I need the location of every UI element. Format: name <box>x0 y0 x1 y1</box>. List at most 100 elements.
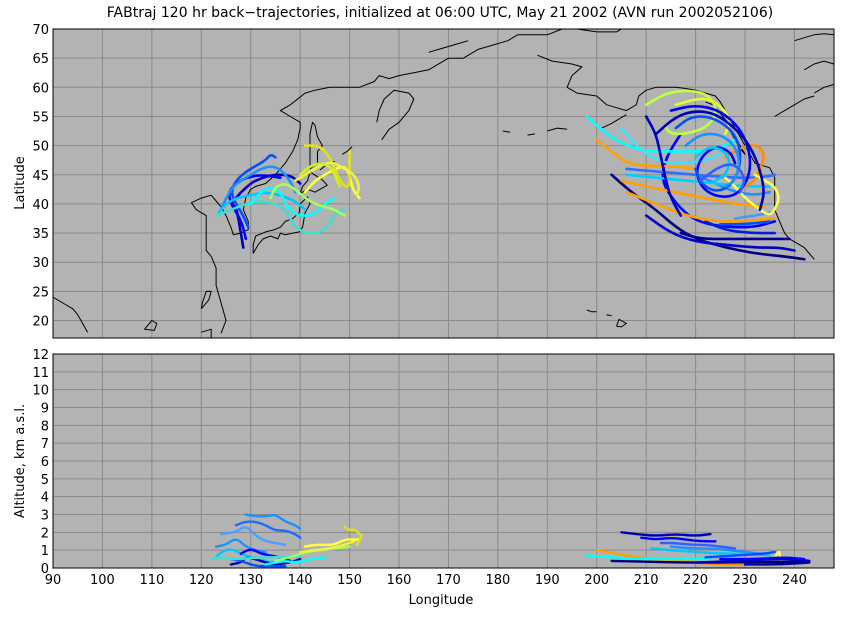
altitude-y-tick-label: 2 <box>41 526 49 541</box>
coastline <box>428 40 469 53</box>
map-trajectory-line <box>719 220 771 226</box>
map-trajectory-line <box>625 190 776 223</box>
altitude-axes-frame <box>52 353 835 569</box>
coastline <box>341 146 353 155</box>
coastline <box>299 171 328 194</box>
longitude-tick-label: 240 <box>782 573 807 588</box>
longitude-tick-label: 120 <box>189 573 214 588</box>
map-trajectory-line <box>724 173 780 216</box>
map-trajectory-line <box>694 146 731 182</box>
map-trajectory-line <box>684 132 741 188</box>
map-trajectory-line <box>269 183 346 217</box>
map-trajectories <box>214 89 806 261</box>
coastline <box>252 196 311 254</box>
longitude-tick-label: 220 <box>683 573 708 588</box>
map-trajectory-line <box>217 191 307 214</box>
coastline <box>813 83 834 94</box>
longitude-tick-labels: 90 100 110 120 130 140 150 160 170 180 190 200 210 22… <box>45 573 807 588</box>
altitude-y-tick-label: 1 <box>41 544 49 559</box>
coastline <box>547 127 568 132</box>
longitude-tick-label: 200 <box>584 573 609 588</box>
longitude-tick-label: 140 <box>288 573 313 588</box>
altitude-trajectory-line <box>620 531 712 537</box>
map-y-tick-label: 40 <box>32 198 49 213</box>
longitude-tick-label: 230 <box>733 573 758 588</box>
map-trajectory-line <box>733 211 771 220</box>
altitude-y-tick-label: 9 <box>41 402 49 417</box>
map-trajectory-line <box>699 163 746 194</box>
map-trajectory-line <box>610 173 806 261</box>
altitude-axis-label: Altitude, km a.s.l. <box>13 404 28 518</box>
altitude-y-tick-label: 7 <box>41 437 49 452</box>
longitude-tick-label: 90 <box>45 573 62 588</box>
map-trajectory-line <box>293 161 360 197</box>
altitude-trajectory-line <box>743 561 811 566</box>
map-y-tick-label: 30 <box>32 256 49 271</box>
altitude-trajectory-line <box>234 520 302 539</box>
altitude-y-tick-label: 11 <box>32 366 49 381</box>
coastline <box>527 133 535 136</box>
altitude-y-tick-label: 0 <box>41 562 49 577</box>
altitude-y-tick-label: 8 <box>41 419 49 434</box>
map-trajectory-line <box>644 89 717 136</box>
map-trajectory-line <box>620 126 722 165</box>
map-axes-frame <box>52 28 835 339</box>
map-y-tick-label: 65 <box>32 52 49 67</box>
map-trajectory-line <box>644 115 683 217</box>
coastline <box>586 309 597 313</box>
longitude-tick-label: 150 <box>337 573 362 588</box>
altitude-trajectory-line <box>244 513 302 530</box>
map-trajectory-line <box>214 200 346 235</box>
figure-title: FABtraj 120 hr back−trajectories, initia… <box>107 5 773 21</box>
altitude-trajectory-line <box>343 525 363 546</box>
longitude-tick-label: 130 <box>238 573 263 588</box>
map-trajectory-line <box>230 154 277 229</box>
longitude-tick-label: 210 <box>634 573 659 588</box>
altitude-trajectories <box>210 513 811 568</box>
map-trajectory-line <box>595 138 697 171</box>
altitude-trajectory-line <box>219 526 287 546</box>
coastline <box>53 296 89 333</box>
map-trajectory-line <box>219 165 297 211</box>
altitude-trajectory-line <box>649 547 771 557</box>
coastline <box>200 290 212 310</box>
map-trajectory-line <box>669 104 752 198</box>
longitude-tick-label: 110 <box>139 573 164 588</box>
map-trajectory-line <box>661 132 776 229</box>
coastline <box>616 318 627 328</box>
map-y-tick-label: 55 <box>32 110 49 125</box>
map-trajectory-line <box>644 214 796 252</box>
altitude-trajectory-line <box>264 556 327 566</box>
coastline <box>537 54 815 260</box>
map-trajectory-line <box>620 179 767 209</box>
coastline <box>774 95 815 117</box>
altitude-gridlines <box>52 354 834 568</box>
latitude-tick-labels: 20 25 30 35 40 45 50 55 60 65 70 <box>32 23 49 330</box>
longitude-tick-label: 190 <box>535 573 560 588</box>
latitude-axis-label: Latitude <box>13 156 28 210</box>
coastline <box>804 60 834 71</box>
coastline <box>309 121 323 170</box>
altitude-trajectory-line <box>640 536 717 543</box>
map-y-tick-label: 45 <box>32 169 49 184</box>
altitude-y-tick-label: 3 <box>41 509 49 524</box>
altitude-y-tick-label: 5 <box>41 473 49 488</box>
map-gridlines <box>52 29 834 338</box>
longitude-tick-label: 160 <box>387 573 412 588</box>
map-y-tick-label: 50 <box>32 140 49 155</box>
map-y-tick-label: 60 <box>32 81 49 96</box>
altitude-trajectory-line <box>229 556 302 566</box>
map-y-tick-label: 25 <box>32 285 49 300</box>
longitude-axis-label: Longitude <box>409 593 474 608</box>
coastline <box>532 29 623 36</box>
altitude-trajectory-line <box>299 540 356 554</box>
coastline <box>794 33 834 42</box>
map-trajectory-line <box>654 110 765 211</box>
coastline <box>144 320 158 331</box>
coastline <box>201 328 212 338</box>
altitude-trajectory-line <box>719 556 806 561</box>
map-trajectory-line <box>298 162 341 188</box>
coastline <box>606 314 612 317</box>
